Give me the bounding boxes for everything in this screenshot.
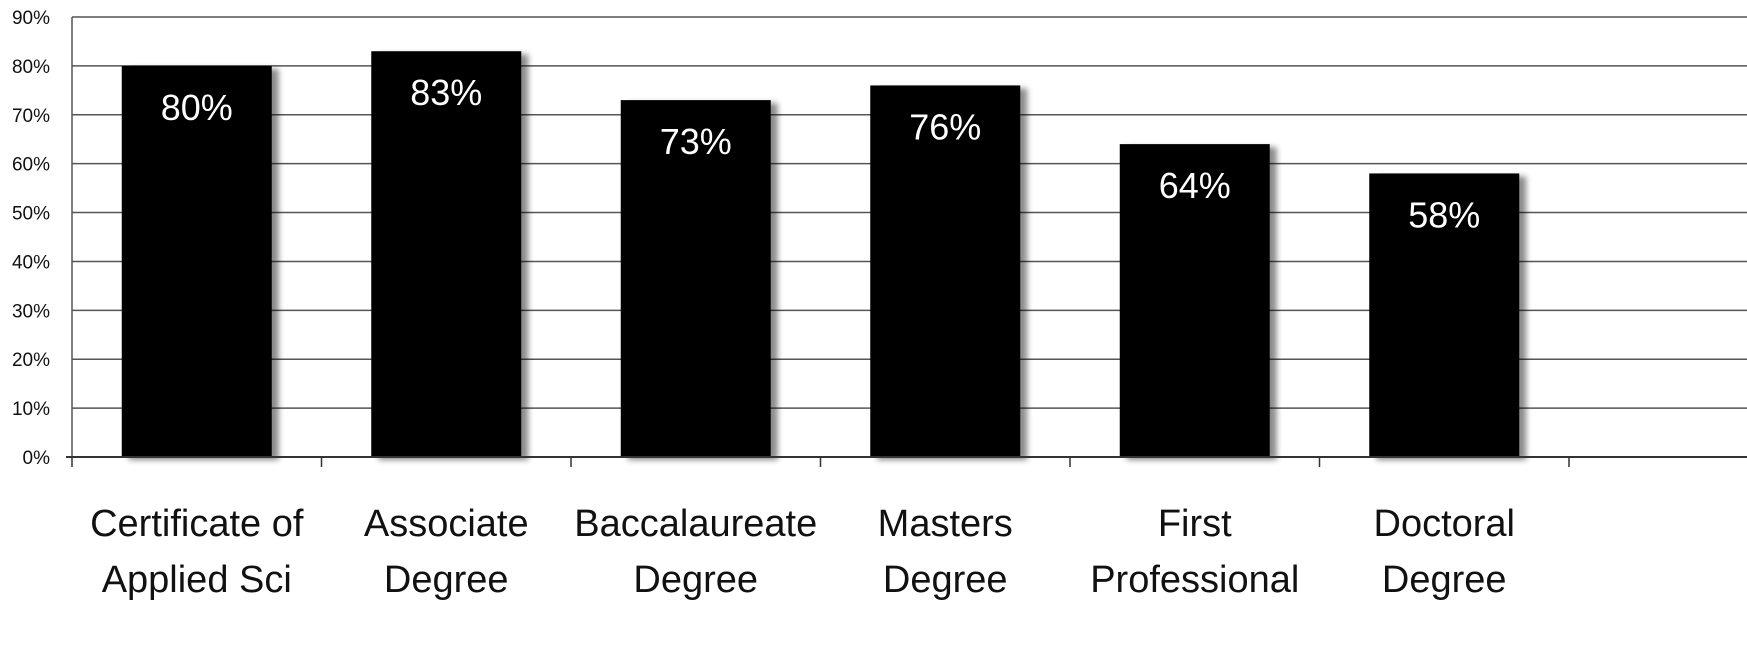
x-axis: [66, 456, 1747, 467]
y-tick-label: 20%: [12, 350, 50, 371]
x-tick-label: First: [1158, 503, 1232, 545]
bars: [121, 51, 1520, 457]
data-label: 64%: [1159, 165, 1231, 206]
data-label: 58%: [1408, 194, 1480, 235]
x-tick-label: Degree: [883, 559, 1008, 601]
y-tick-label: 80%: [12, 57, 50, 78]
x-tick-label: Professional: [1090, 559, 1299, 601]
y-axis-tick-labels: 0% 10% 20% 30% 40% 50% 60% 70% 80% 90%: [12, 8, 50, 469]
bar: [121, 65, 272, 457]
y-tick-label: 50%: [12, 204, 50, 225]
bar: [371, 51, 522, 457]
bar: [620, 100, 771, 457]
x-tick-label: Masters: [878, 503, 1013, 545]
data-labels: 80% 83% 73% 76% 64% 58%: [161, 72, 1481, 235]
y-tick-label: 40%: [12, 252, 50, 273]
data-label: 73%: [660, 121, 732, 162]
x-tick-label: Degree: [1382, 559, 1507, 601]
y-tick-label: 0%: [23, 448, 51, 469]
y-tick-label: 70%: [12, 106, 50, 127]
y-tick-label: 30%: [12, 301, 50, 322]
bar: [1369, 173, 1520, 457]
data-label: 80%: [161, 87, 233, 128]
y-tick-label: 60%: [12, 155, 50, 176]
bar: [1119, 144, 1270, 457]
x-tick-label: Applied Sci: [102, 559, 292, 601]
x-tick-label: Associate: [364, 503, 529, 545]
x-tick-label: Doctoral: [1374, 503, 1516, 545]
x-tick-label: Certificate of: [90, 503, 304, 545]
x-tick-label: Baccalaureate: [574, 503, 817, 545]
y-tick-label: 90%: [12, 8, 50, 29]
bar: [870, 85, 1021, 457]
category-labels: Certificate of Applied Sci Associate Degree…: [90, 503, 1515, 601]
data-label: 83%: [410, 72, 482, 113]
data-label: 76%: [909, 106, 981, 147]
y-tick-label: 10%: [12, 399, 50, 420]
x-tick-label: Degree: [633, 559, 758, 601]
x-tick-label: Degree: [384, 559, 509, 601]
